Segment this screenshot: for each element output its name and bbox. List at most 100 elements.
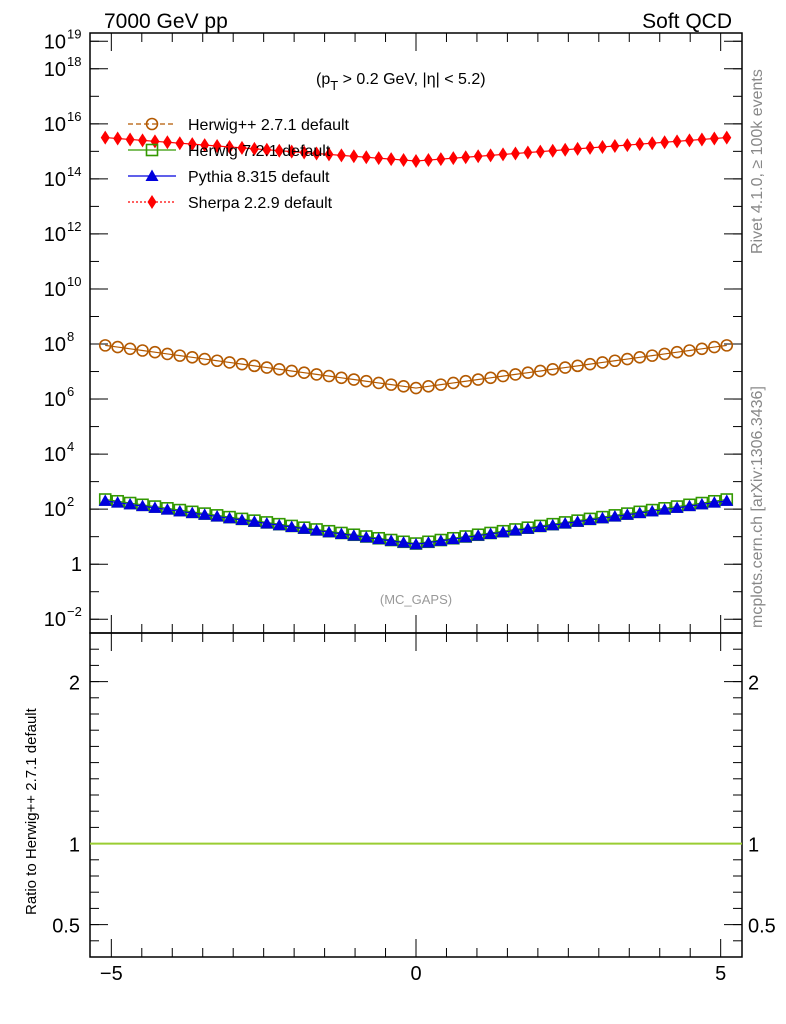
data-point (534, 364, 547, 378)
data-point (161, 347, 174, 361)
data-point (297, 366, 311, 379)
data-point (98, 494, 112, 506)
data-point (322, 369, 336, 383)
data-point (285, 520, 299, 532)
data-point (111, 496, 125, 508)
data-point (660, 135, 670, 150)
legend-entry: Pythia 8.315 default (128, 169, 330, 186)
data-point (645, 504, 659, 517)
y-tick-label: 10 (44, 389, 66, 411)
y-tick-label: 10 (44, 609, 66, 631)
data-point (583, 513, 597, 526)
y-tick-exponent: 16 (67, 109, 81, 124)
data-point (210, 510, 224, 522)
data-point (336, 148, 346, 163)
data-point (187, 137, 197, 152)
data-point (558, 361, 572, 374)
data-point (198, 508, 212, 520)
header-right: Soft QCD (642, 10, 732, 33)
data-point (210, 354, 224, 368)
data-point (558, 517, 572, 529)
data-point (486, 148, 496, 163)
data-point (173, 349, 187, 362)
data-point (361, 150, 371, 165)
data-point (223, 511, 237, 524)
ratio-tick-label-right: 0.5 (748, 916, 776, 938)
data-point (707, 496, 721, 508)
data-point (386, 152, 396, 167)
data-point (647, 136, 657, 151)
data-point (597, 139, 607, 154)
data-series-layer (98, 130, 734, 550)
legend-entry: Herwig++ 2.7.1 default (128, 117, 350, 134)
data-point (285, 364, 298, 378)
data-point (235, 357, 249, 371)
data-point (695, 342, 709, 356)
data-point (372, 532, 386, 545)
data-point (560, 142, 570, 157)
data-point (720, 339, 734, 352)
data-point (446, 532, 460, 545)
data-point (436, 152, 446, 167)
data-point (310, 368, 323, 381)
legend: Herwig++ 2.7.1 default Herwig 7.2.1 defau… (128, 117, 350, 212)
data-point (359, 374, 373, 388)
series-pythia (98, 494, 734, 550)
data-point (672, 134, 682, 149)
data-point (299, 145, 309, 160)
y-tick-exponent: 14 (67, 164, 81, 179)
data-point (409, 537, 423, 550)
data-point (595, 511, 609, 524)
data-point (138, 133, 148, 148)
data-point (446, 376, 460, 390)
data-point (262, 142, 272, 157)
data-point (225, 139, 235, 154)
x-tick-label: −5 (100, 963, 123, 985)
data-point (175, 136, 185, 151)
header-left: 7000 GeV pp (104, 10, 228, 33)
data-point (670, 345, 684, 359)
data-point (297, 522, 311, 534)
data-point (633, 351, 647, 364)
data-point (160, 503, 174, 515)
data-point (461, 150, 471, 165)
data-point (621, 352, 634, 366)
data-point (409, 381, 423, 395)
data-point (399, 153, 409, 168)
data-point (272, 518, 286, 531)
rivet-side-label: Rivet 4.1.0, ≥ 100k events (749, 69, 766, 254)
data-point (162, 135, 172, 150)
cut-label: (pT > 0.2 GeV, |η| < 5.2) (316, 71, 486, 93)
data-point (610, 139, 620, 154)
data-point (411, 153, 421, 168)
legend-label: Herwig++ 2.7.1 default (188, 117, 350, 134)
data-point (471, 529, 485, 541)
y-tick-exponent: 18 (67, 54, 81, 69)
ratio-y-axis-label: Ratio to Herwig++ 2.7.1 default (23, 707, 40, 915)
data-point (347, 529, 361, 541)
y-tick-label: 10 (44, 114, 66, 136)
legend-label: Sherpa 2.2.9 default (188, 195, 333, 212)
ratio-y-axis: 0.5 0.5 1 1 2 2 (52, 648, 776, 942)
data-point (397, 380, 410, 393)
y-tick-label: 10 (44, 169, 66, 191)
data-point (484, 371, 497, 385)
data-point (573, 141, 583, 156)
data-point (113, 131, 123, 146)
data-point (608, 354, 622, 368)
data-point (720, 494, 734, 506)
series-herwigpp (98, 339, 734, 395)
y-tick-exponent: 12 (67, 219, 81, 234)
y-tick-exponent: 10 (67, 274, 81, 289)
data-point (484, 527, 498, 539)
y-tick-label: 1 (71, 554, 82, 576)
x-tick-label: 5 (715, 963, 726, 985)
y-tick-exponent: 19 (67, 26, 81, 41)
data-point (260, 361, 274, 374)
x-axis: −5 0 5 (100, 33, 726, 985)
data-point (324, 147, 334, 162)
legend-label: Pythia 8.315 default (188, 169, 330, 186)
data-point (200, 138, 210, 153)
data-point (247, 515, 261, 527)
